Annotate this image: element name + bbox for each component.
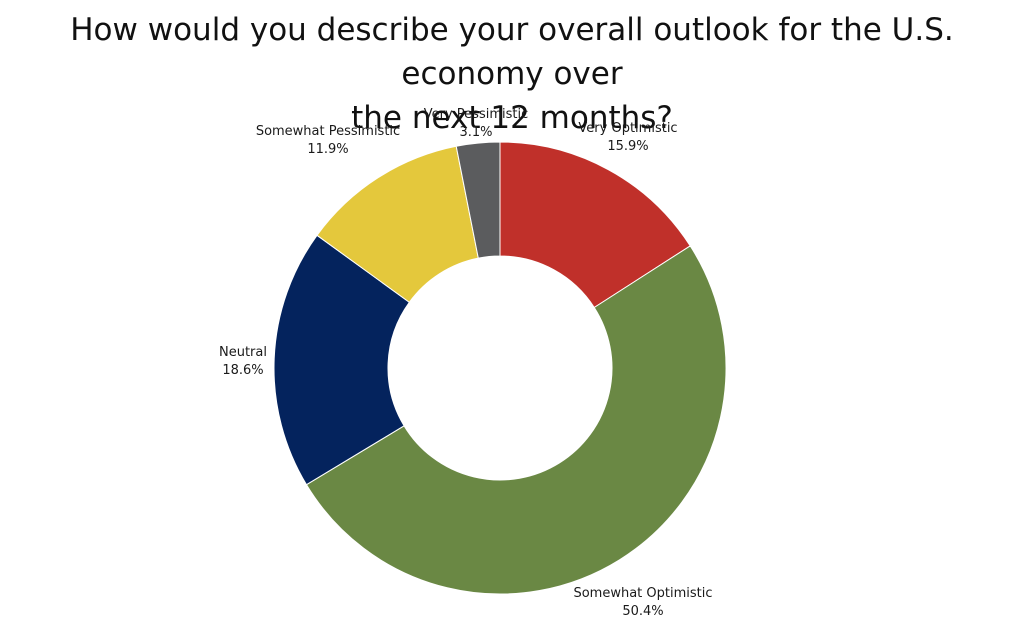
slice-value-somewhat-optimistic: 50.4%: [622, 604, 663, 619]
slice-neutral: [273, 234, 411, 486]
slice-value-very-pessimistic: 3.1%: [459, 125, 492, 140]
slice-label-somewhat-optimistic: Somewhat Optimistic: [573, 586, 712, 601]
chart-title: How would you describe your overall outl…: [0, 8, 1024, 140]
chart-title-line-2: the next 12 months?: [351, 100, 673, 136]
slice-somewhat-optimistic: [305, 245, 727, 595]
slice-value-neutral: 18.6%: [222, 363, 263, 378]
slice-very-pessimistic: [455, 141, 501, 259]
slice-label-neutral: Neutral: [219, 345, 267, 360]
slice-label-very-pessimistic: Very Pessimistic: [424, 107, 529, 122]
slice-value-very-optimistic: 15.9%: [607, 139, 648, 154]
slice-very-optimistic: [499, 141, 691, 309]
slice-value-somewhat-pessimistic: 11.9%: [307, 142, 348, 157]
slice-label-very-optimistic: Very Optimistic: [578, 121, 677, 136]
chart-title-line-1: How would you describe your overall outl…: [70, 12, 954, 92]
slice-label-somewhat-pessimistic: Somewhat Pessimistic: [256, 124, 400, 139]
